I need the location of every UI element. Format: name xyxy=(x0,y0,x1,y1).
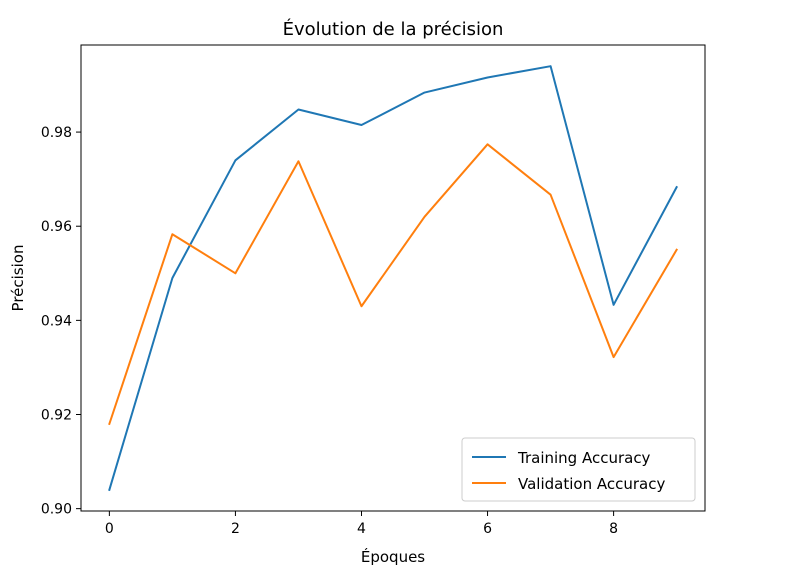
legend-label-validation: Validation Accuracy xyxy=(518,475,665,493)
legend-box xyxy=(461,437,696,502)
legend-label-training: Training Accuracy xyxy=(517,449,651,467)
y-tick-label: 0.90 xyxy=(41,502,72,518)
y-tick-label: 0.98 xyxy=(41,125,72,141)
y-tick-label: 0.96 xyxy=(41,219,72,235)
x-tick-label: 8 xyxy=(609,521,618,537)
chart-title: Évolution de la précision xyxy=(283,18,504,40)
y-tick-label: 0.94 xyxy=(41,313,72,329)
plot-frame xyxy=(80,44,706,512)
x-tick-label: 6 xyxy=(483,521,492,537)
series-line-training xyxy=(108,65,678,492)
x-axis-label: Époques xyxy=(361,547,425,566)
x-tick-label: 4 xyxy=(357,521,366,537)
y-tick-label: 0.92 xyxy=(41,408,72,424)
x-tick-label: 0 xyxy=(105,521,114,537)
y-axis-label: Précision xyxy=(9,245,27,312)
axes-layer: 0 2 4 6 8 0.90 0.92 0.94 0.96 0.98 xyxy=(41,125,618,537)
x-tick-label: 2 xyxy=(231,521,240,537)
series-layer xyxy=(108,65,679,492)
series-line-validation xyxy=(108,143,679,426)
legend[interactable]: Training Accuracy Validation Accuracy xyxy=(461,437,696,502)
